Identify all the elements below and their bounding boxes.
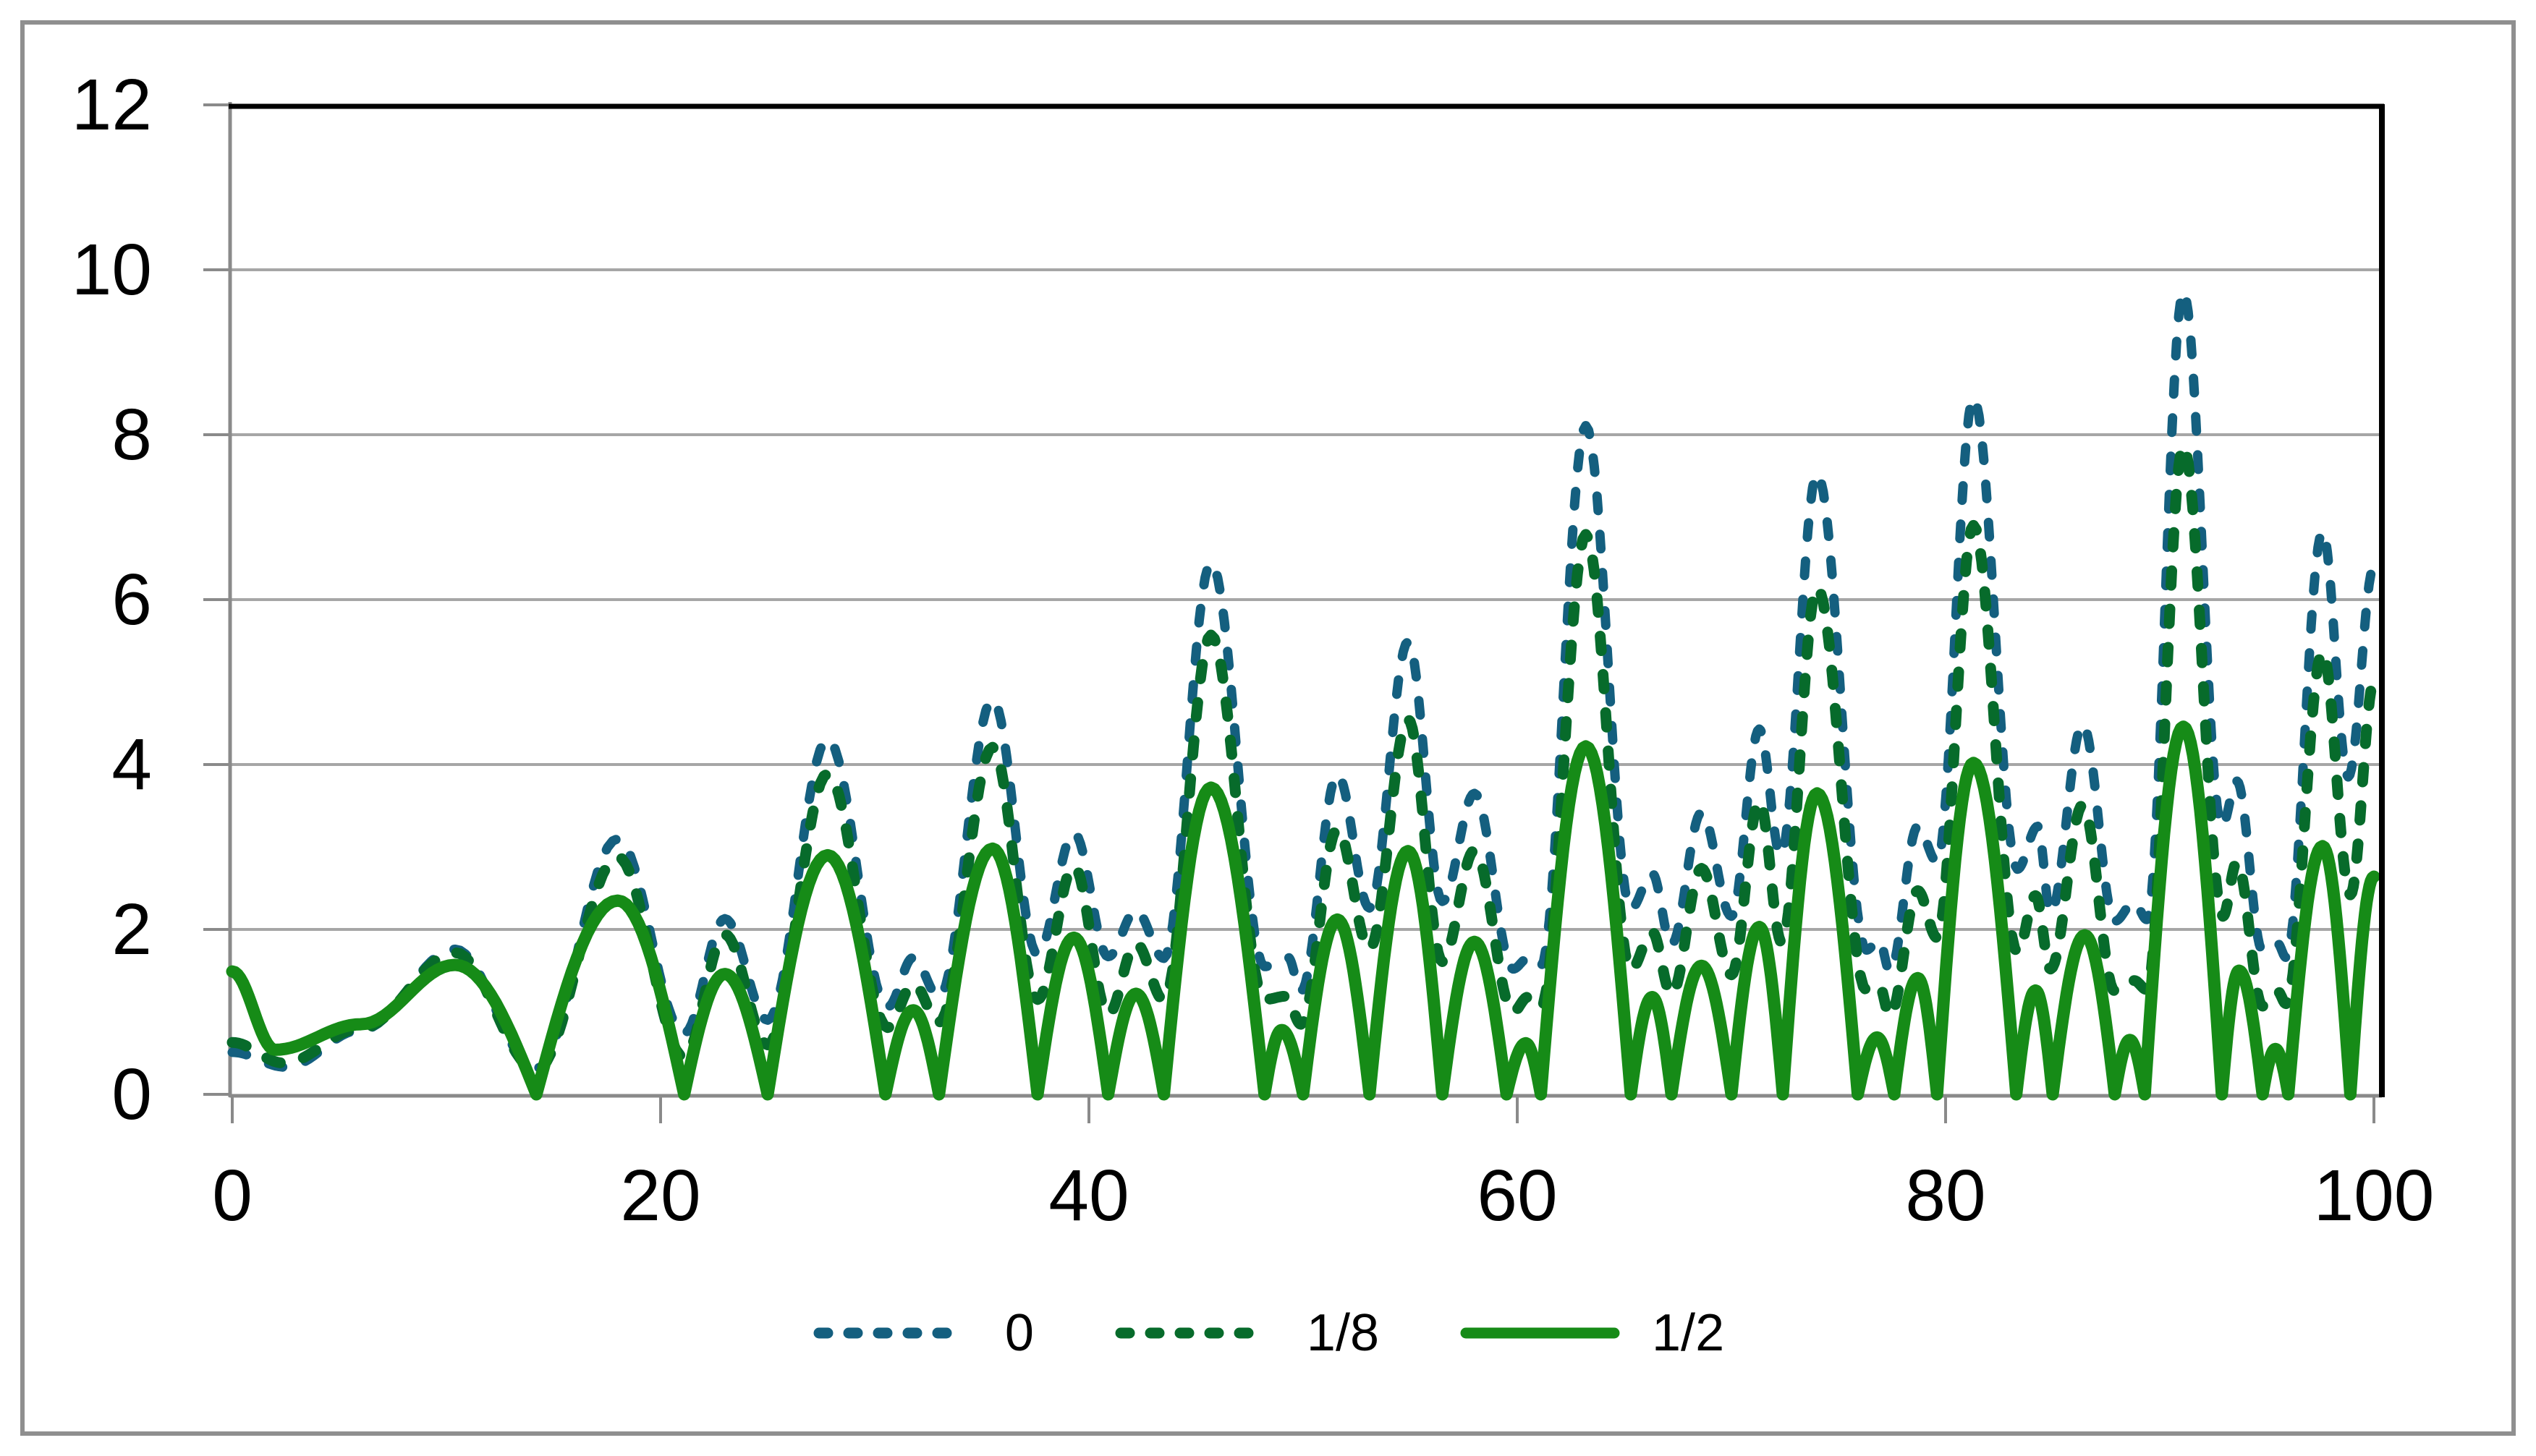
legend-key-dashed-blue-icon	[813, 1327, 973, 1339]
x-tick-label-40: 40	[1048, 1155, 1129, 1236]
legend-item-0: 0	[812, 1307, 1034, 1359]
x-tick-label-20: 20	[620, 1155, 701, 1236]
y-tick-label-4: 4	[111, 724, 152, 805]
x-tick-label-80: 80	[1905, 1155, 1986, 1236]
legend-item-1-2: 1/2	[1459, 1307, 1724, 1359]
y-tick-label-8: 8	[111, 394, 152, 475]
y-tick-label-12: 12	[71, 64, 152, 145]
legend-label-1-2: 1/2	[1652, 1304, 1725, 1362]
series-line-0	[227, 286, 2379, 1074]
x-tick-label-60: 60	[1477, 1155, 1558, 1236]
series-line-1-2	[226, 720, 2380, 1101]
x-tick-label-100: 100	[2313, 1155, 2435, 1236]
series-line-1-8	[226, 440, 2380, 1076]
y-tick-label-0: 0	[111, 1054, 152, 1135]
legend: 0 1/8 1/2	[0, 1286, 2536, 1380]
legend-item-1-8: 1/8	[1114, 1307, 1379, 1359]
legend-label-0: 0	[1004, 1304, 1034, 1362]
x-tick-label-0: 0	[212, 1155, 253, 1236]
y-tick-label-2: 2	[111, 889, 152, 970]
legend-key-dashed-green-icon	[1115, 1327, 1275, 1339]
y-tick-label-6: 6	[111, 559, 152, 640]
legend-key-solid-green-icon	[1460, 1327, 1620, 1339]
y-tick-label-10: 10	[71, 229, 152, 310]
legend-label-1-8: 1/8	[1306, 1304, 1380, 1362]
